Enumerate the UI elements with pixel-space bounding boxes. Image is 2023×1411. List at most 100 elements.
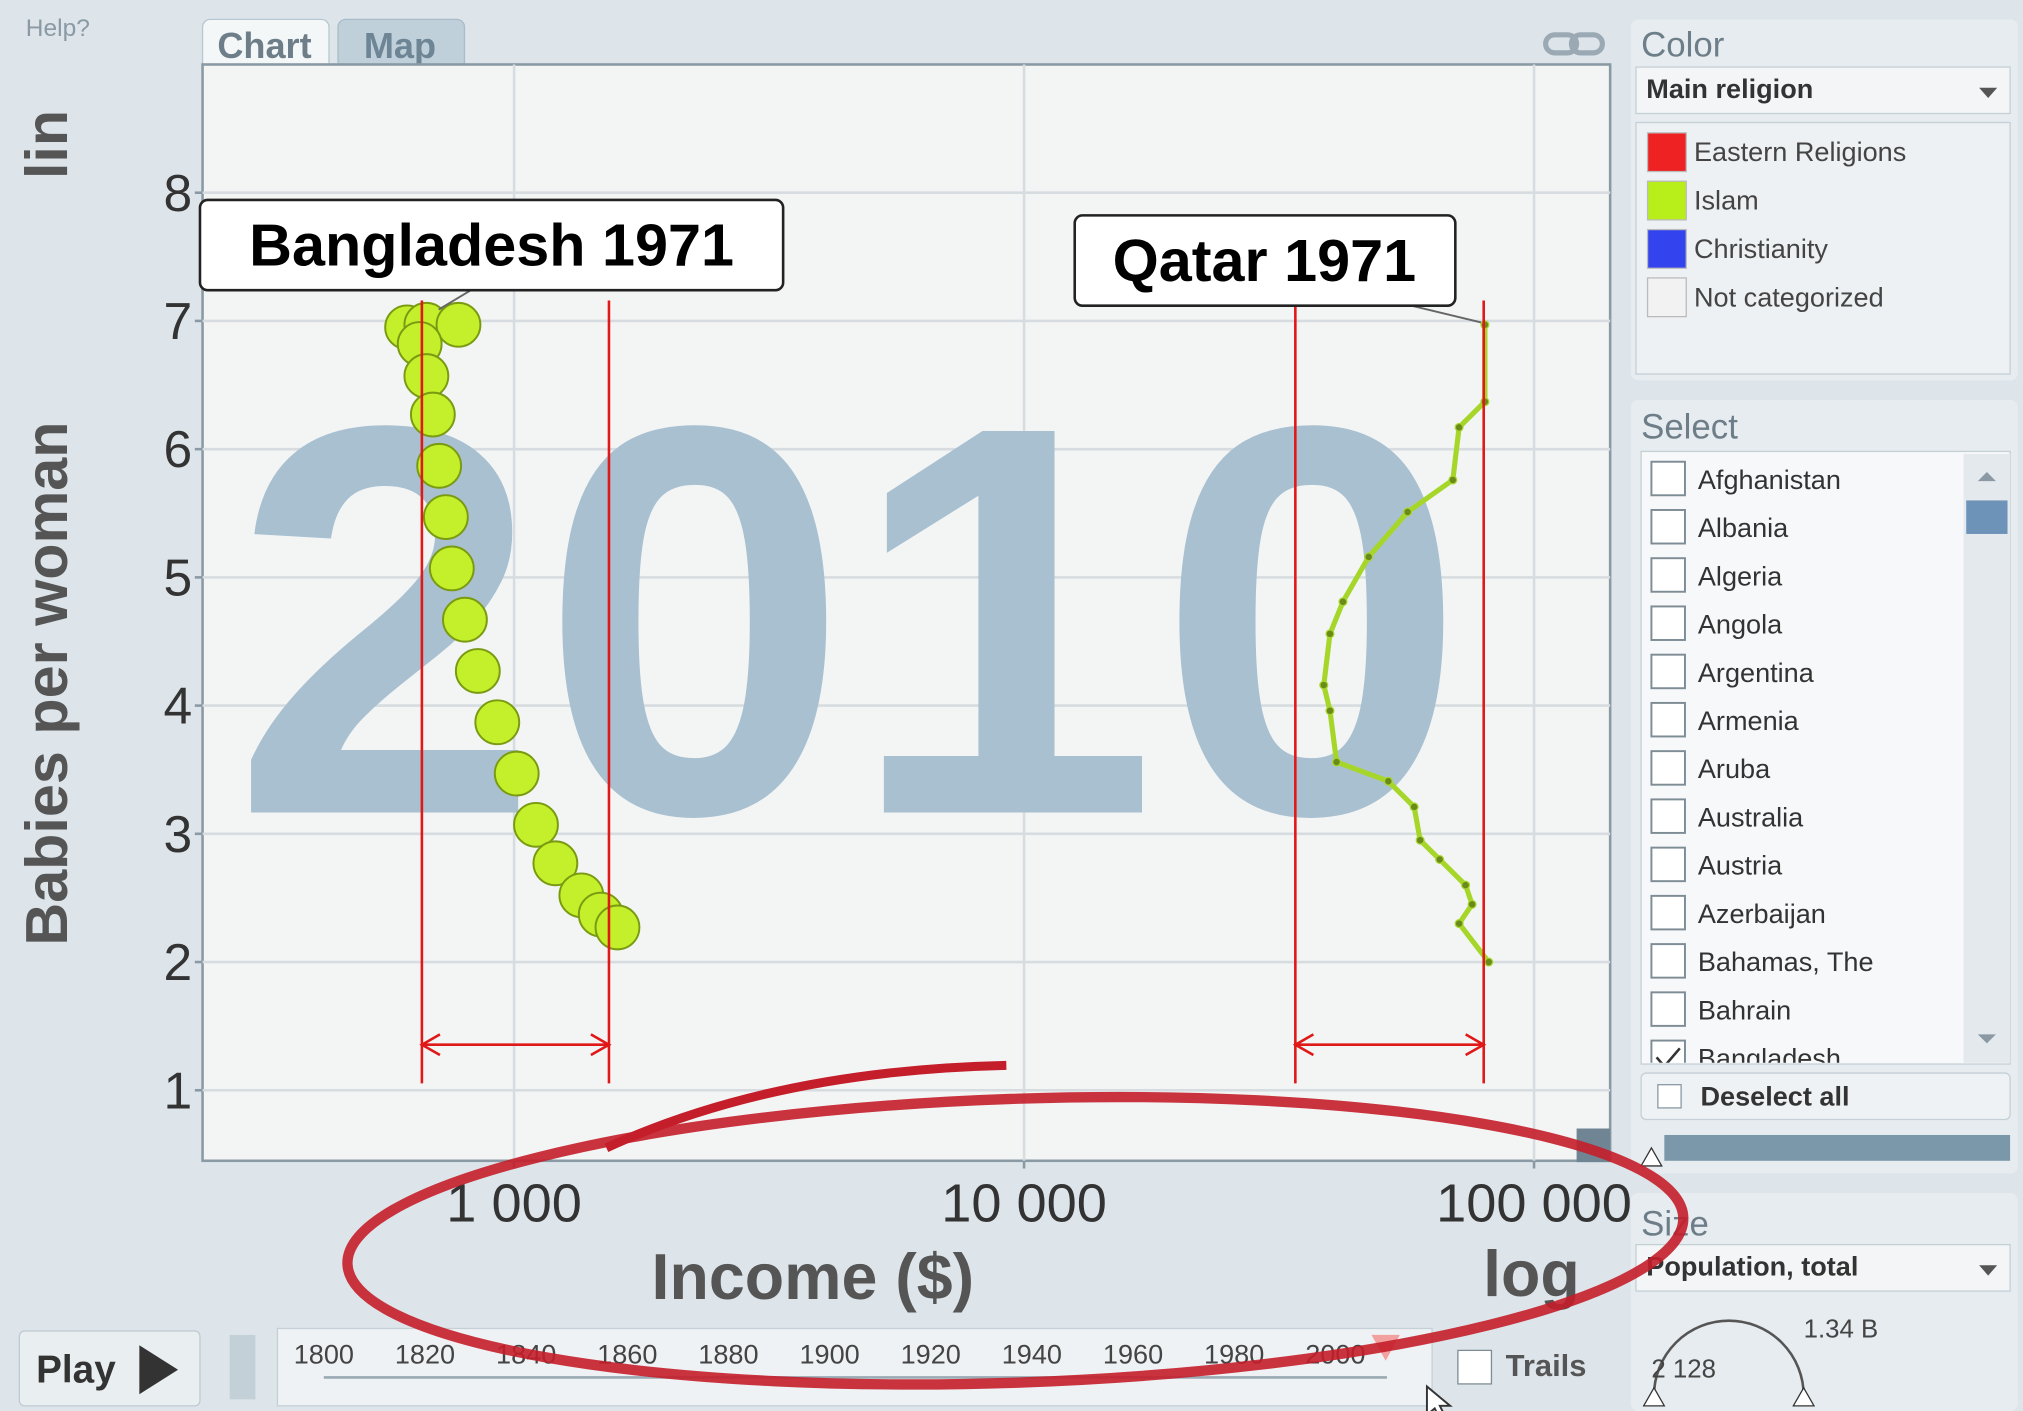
annotation-label: Qatar 1971	[1113, 227, 1417, 294]
y-axis-label: Babies per woman	[13, 421, 80, 945]
bubble	[416, 442, 463, 489]
country-checkbox[interactable]	[1650, 701, 1686, 738]
trails-label: Trails	[1506, 1348, 1587, 1383]
scroll-down[interactable]	[1977, 1034, 1996, 1044]
country-checkbox[interactable]	[1650, 509, 1686, 545]
bubble	[454, 648, 501, 694]
dropdown[interactable]	[1635, 1243, 2011, 1292]
dropdown-arrow	[1979, 1265, 1998, 1276]
timeline-label: 1960	[1103, 1338, 1163, 1369]
country-label: Angola	[1698, 609, 1783, 640]
country-checkbox[interactable]	[1650, 798, 1686, 834]
play-button[interactable]	[18, 1330, 201, 1407]
slider-handle[interactable]	[1639, 1146, 1663, 1167]
deselect-button[interactable]	[1640, 1072, 2011, 1121]
x-tick-label: 10 000	[941, 1173, 1107, 1233]
speed-icon[interactable]	[229, 1334, 256, 1400]
trail-point	[1454, 919, 1464, 929]
annotation-label: Bangladesh 1971	[249, 212, 734, 279]
label-leader	[438, 289, 472, 311]
country-checkbox[interactable]	[1650, 894, 1686, 931]
help-link[interactable]: Help?	[26, 15, 90, 42]
side-panel: Color Main religion Eastern Religions Islam…	[1630, 19, 2018, 1411]
link-icon[interactable]	[1543, 32, 1605, 56]
legend-label: Not categorized	[1694, 281, 1884, 312]
bubble	[403, 353, 450, 399]
width-arrow	[419, 1033, 612, 1057]
country-label: Bahamas, The	[1698, 946, 1874, 977]
legend-box	[1635, 121, 2011, 375]
timeline-label: 1820	[395, 1338, 455, 1369]
country-label: Austria	[1698, 850, 1783, 881]
y-tick-label: 2	[164, 933, 193, 991]
bubble	[442, 596, 488, 643]
deselect-checkbox	[1657, 1084, 1682, 1109]
country-checkbox[interactable]	[1650, 557, 1686, 593]
size-handle[interactable]	[1642, 1386, 1666, 1407]
country-checkbox[interactable]	[1650, 846, 1686, 883]
dropdown[interactable]	[1635, 66, 2011, 115]
country-checkbox[interactable]	[1650, 653, 1686, 690]
bubble	[493, 750, 540, 797]
y-scale-label[interactable]: lin	[13, 110, 80, 179]
legend-label: Islam	[1694, 185, 1759, 216]
legend-swatch[interactable]	[1646, 132, 1687, 173]
opacity-slider[interactable]	[1664, 1134, 2011, 1161]
y-tick-label: 6	[164, 420, 193, 478]
chart-tab-label: Chart	[217, 25, 311, 66]
y-tick-label: 5	[164, 548, 193, 606]
legend-swatch[interactable]	[1646, 277, 1687, 318]
trail-point	[1448, 475, 1458, 485]
trail-point	[1364, 552, 1374, 562]
y-tick-label: 8	[164, 164, 193, 222]
country-checkbox[interactable]	[1650, 605, 1686, 641]
width-arrow	[1292, 1033, 1487, 1057]
country-checkbox[interactable]	[1650, 460, 1686, 497]
bubble	[532, 840, 579, 887]
trail-point	[1332, 757, 1342, 767]
bubble	[435, 301, 482, 348]
trail-point	[1383, 776, 1393, 786]
trail-point	[1403, 507, 1413, 517]
trail-point	[1454, 422, 1464, 432]
bubble	[409, 391, 456, 438]
trail-point	[1325, 629, 1335, 639]
country-label: Afghanistan	[1698, 464, 1841, 495]
annotation-box	[1073, 214, 1457, 307]
scrollbar	[1963, 453, 2011, 1063]
country-label: Azerbaijan	[1698, 898, 1826, 929]
country-checkbox[interactable]	[1650, 943, 1686, 979]
trail-point	[1461, 880, 1471, 890]
timeline-label: 1900	[799, 1338, 859, 1369]
timeline-label: 1800	[294, 1338, 354, 1369]
bottom-bar: Play 1800 1820 1840 1860 1880 1900 1920 1940 1960…	[18, 1327, 1587, 1411]
country-label: Albania	[1698, 512, 1789, 543]
highlight-stroke	[604, 1060, 1007, 1152]
size-max: 1.34 B	[1804, 1315, 1879, 1343]
legend-swatch[interactable]	[1646, 180, 1687, 221]
bubble	[474, 699, 521, 746]
mouse-cursor	[1425, 1384, 1453, 1411]
dropdown-label: Main religion	[1646, 73, 1813, 104]
trail-point	[1484, 957, 1494, 967]
trails-checkbox[interactable]	[1457, 1349, 1493, 1385]
country-label: Bangladesh	[1698, 1043, 1841, 1074]
scroll-thumb[interactable]	[1966, 500, 2008, 534]
country-checkbox[interactable]	[1650, 750, 1686, 786]
legend-swatch[interactable]	[1646, 228, 1687, 269]
trail-point	[1319, 680, 1329, 690]
y-tick-label: 3	[164, 805, 193, 863]
scroll-up[interactable]	[1977, 472, 1996, 482]
country-checkbox[interactable]	[1650, 1039, 1686, 1075]
panel-title: Select	[1641, 408, 1738, 447]
country-items: Afghanistan Albania Algeria Angola Argentina…	[1650, 460, 1874, 1075]
country-label: Algeria	[1698, 560, 1783, 591]
size-handle[interactable]	[1792, 1386, 1816, 1407]
trail-point	[1325, 706, 1335, 716]
country-checkbox[interactable]	[1650, 991, 1686, 1027]
trail-point	[1338, 597, 1348, 607]
highlight-ellipse	[342, 1091, 1689, 1390]
